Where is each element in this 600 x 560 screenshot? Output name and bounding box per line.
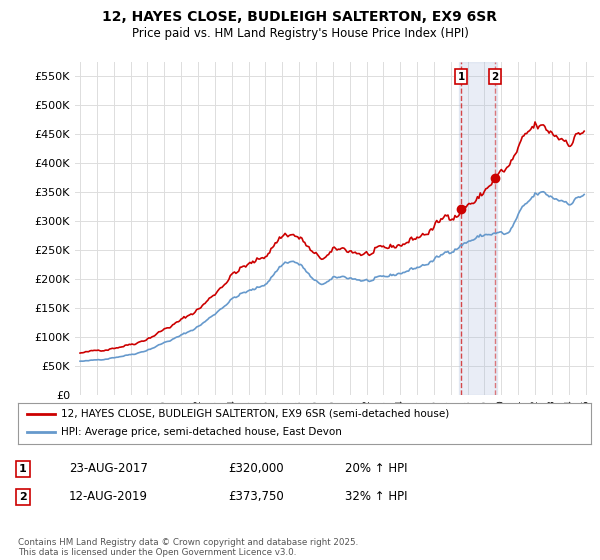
- Text: 32% ↑ HPI: 32% ↑ HPI: [345, 490, 407, 503]
- Text: 12, HAYES CLOSE, BUDLEIGH SALTERTON, EX9 6SR (semi-detached house): 12, HAYES CLOSE, BUDLEIGH SALTERTON, EX9…: [61, 409, 449, 419]
- Text: 2: 2: [491, 72, 499, 82]
- Text: HPI: Average price, semi-detached house, East Devon: HPI: Average price, semi-detached house,…: [61, 427, 342, 437]
- Text: 20% ↑ HPI: 20% ↑ HPI: [345, 462, 407, 475]
- Text: Price paid vs. HM Land Registry's House Price Index (HPI): Price paid vs. HM Land Registry's House …: [131, 27, 469, 40]
- Text: 1: 1: [19, 464, 26, 474]
- Text: 12, HAYES CLOSE, BUDLEIGH SALTERTON, EX9 6SR: 12, HAYES CLOSE, BUDLEIGH SALTERTON, EX9…: [103, 10, 497, 24]
- Text: 12-AUG-2019: 12-AUG-2019: [69, 490, 148, 503]
- Text: £373,750: £373,750: [228, 490, 284, 503]
- Text: Contains HM Land Registry data © Crown copyright and database right 2025.
This d: Contains HM Land Registry data © Crown c…: [18, 538, 358, 557]
- Bar: [459, 62, 497, 395]
- Text: 1: 1: [458, 72, 465, 82]
- Text: 23-AUG-2017: 23-AUG-2017: [69, 462, 148, 475]
- Text: £320,000: £320,000: [228, 462, 284, 475]
- Text: 2: 2: [19, 492, 26, 502]
